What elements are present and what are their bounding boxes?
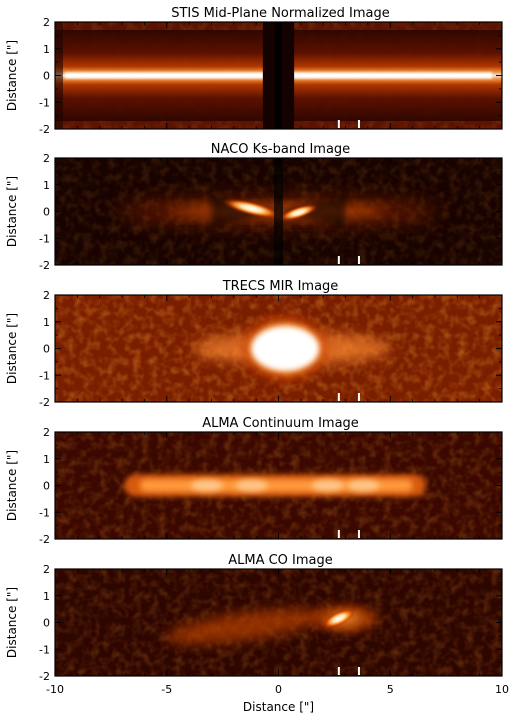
x-tick-label: 0 [275, 683, 282, 696]
panel-image [55, 569, 502, 676]
y-tick-label: 1 [43, 453, 50, 466]
y-axis-label: Distance ["] [5, 450, 19, 521]
panel-trecs: TRECS MIR Image 2 1 0 -1 -2 Distance ["] [5, 279, 503, 409]
y-tick-label: -2 [39, 396, 50, 409]
panel-stis: STIS Mid-Plane Normalized Image 2 1 0 -1 -2 Di… [5, 6, 503, 136]
panel-naco: NACO Ks-band Image 2 1 0 -1 -2 Distance ["] [5, 142, 503, 272]
y-tick-label: 2 [43, 426, 50, 439]
panel-title: NACO Ks-band Image [211, 142, 350, 157]
y-tick-label: 0 [43, 343, 50, 356]
y-axis-label: Distance ["] [5, 176, 19, 247]
x-tick-label: 10 [495, 683, 509, 696]
panel-title: ALMA CO Image [228, 553, 333, 568]
panel-title: STIS Mid-Plane Normalized Image [171, 6, 390, 21]
x-tick-label: -5 [161, 683, 172, 696]
y-tick-label: -1 [39, 506, 50, 519]
x-axis-label: Distance ["] [243, 700, 314, 714]
y-tick-label: 0 [43, 617, 50, 630]
y-tick-label: 2 [43, 152, 50, 165]
y-tick-label: -1 [39, 643, 50, 656]
y-axis-label: Distance ["] [5, 587, 19, 658]
panel-image [55, 432, 502, 539]
y-tick-label: -1 [39, 96, 50, 109]
y-tick-label: 1 [43, 179, 50, 192]
panel-alma_cont: ALMA Continuum Image 2 1 0 -1 -2 Distance ["] [5, 416, 503, 546]
y-tick-label: -2 [39, 123, 50, 136]
panel-image [55, 22, 502, 129]
panel-image [55, 295, 502, 402]
panel-image [55, 158, 502, 265]
y-tick-label: -1 [39, 232, 50, 245]
x-tick-label: 5 [387, 683, 394, 696]
y-tick-label: -2 [39, 670, 50, 683]
y-tick-label: 2 [43, 16, 50, 29]
y-axis-label: Distance ["] [5, 40, 19, 111]
y-tick-label: 0 [43, 206, 50, 219]
panel-title: ALMA Continuum Image [202, 416, 359, 431]
y-tick-label: 1 [43, 590, 50, 603]
y-axis-label: Distance ["] [5, 313, 19, 384]
panel-title: TRECS MIR Image [222, 279, 339, 294]
y-tick-label: 0 [43, 480, 50, 493]
y-tick-label: -1 [39, 369, 50, 382]
y-tick-label: 2 [43, 563, 50, 576]
panel-alma_co: ALMA CO Image 2 1 0 -1 -2 Distance ["] [5, 553, 503, 683]
y-tick-label: -2 [39, 259, 50, 272]
y-tick-label: -2 [39, 533, 50, 546]
y-tick-label: 2 [43, 289, 50, 302]
x-tick-label: -10 [46, 683, 64, 696]
y-tick-label: 1 [43, 316, 50, 329]
y-tick-label: 1 [43, 43, 50, 56]
y-tick-label: 0 [43, 70, 50, 83]
